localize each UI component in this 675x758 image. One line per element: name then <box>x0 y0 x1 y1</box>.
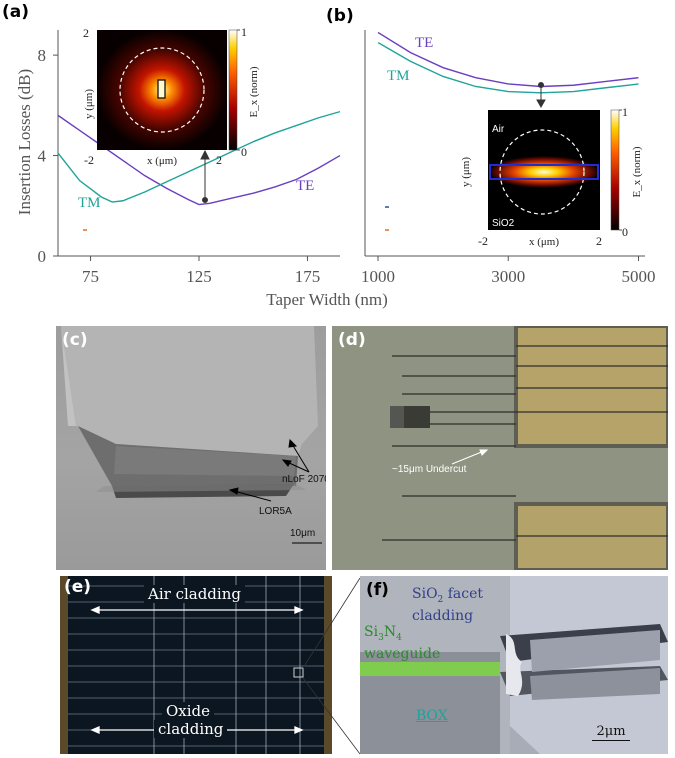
x-axis-label: Taper Width (nm) <box>266 290 388 309</box>
chart-b-xtick-label-2: 5000 <box>621 267 655 286</box>
label-lor: LOR5A <box>259 506 292 517</box>
chart-a-series <box>57 110 341 206</box>
label-box: BOX <box>416 708 448 724</box>
chart-b-series <box>377 31 639 94</box>
inset-a-ylabel: y (μm) <box>83 89 95 119</box>
label-waveguide: Si3N4 waveguide <box>364 624 440 662</box>
inset-a-field-map <box>97 29 240 151</box>
label-facet: SiO2 facet cladding <box>412 586 483 624</box>
inset-b-sio2: SiO2 <box>492 218 515 229</box>
label-nlof: nLoF 2070 <box>282 474 326 485</box>
label-air-cladding: Air cladding <box>144 585 245 603</box>
label-te-a: TE <box>296 178 314 194</box>
inset-a-xtick-2: 2 <box>216 153 222 167</box>
label-cladding: cladding <box>154 720 228 738</box>
inset-b-cbar-0: 0 <box>622 225 628 239</box>
scale-bar-f: 2μm <box>592 724 630 741</box>
panel-label-b: (b) <box>326 6 354 26</box>
inset-b-air: Air <box>492 124 505 135</box>
scale-bar-f-line <box>592 740 630 741</box>
inset-a-xlabel: x (μm) <box>147 155 177 167</box>
label-tm-b: TM <box>387 68 410 84</box>
chart-a-series-tm-line <box>57 110 341 203</box>
chart-b-xtick-label-0: 1000 <box>361 267 395 286</box>
facet-text-sub: 2 <box>437 594 444 605</box>
inset-b-ylabel: y (μm) <box>460 157 472 187</box>
chart-a-xtick-label-2: 175 <box>295 267 321 286</box>
chart-a-ytick-label-1: 4 <box>38 147 47 166</box>
axis-a-ticks: 75 125 175 0 4 8 <box>38 46 321 286</box>
wg-text-sub1: 3 <box>378 632 384 643</box>
chart-b-series-te-line <box>377 31 639 88</box>
panel-label-f: (f) <box>366 580 389 600</box>
facet-text-3: cladding <box>412 607 474 624</box>
y-axis-label: Insertion Losses (dB) <box>15 69 34 215</box>
wg-text-3: waveguide <box>364 645 441 662</box>
chart-b-series-tm-line <box>377 41 639 94</box>
inset-b-xlabel: x (μm) <box>529 236 559 248</box>
inset-b-field-map <box>488 109 622 231</box>
axis-b-ticks: 1000 3000 5000 <box>361 256 655 286</box>
panel-label-a: (a) <box>2 2 30 22</box>
inset-b-xtick-2: 2 <box>596 234 602 248</box>
inset-a-cbar-0: 0 <box>241 145 247 159</box>
inset-b-cbar-1: 1 <box>622 105 628 119</box>
panel-label-c: (c) <box>62 330 88 350</box>
scale-bar-c: 10μm <box>290 528 316 539</box>
inset-b-xtick-m2: -2 <box>478 234 488 248</box>
facet-text-1: SiO <box>412 586 438 602</box>
wg-text-1: Si <box>364 624 379 640</box>
chart-a-xtick-label-0: 75 <box>82 267 99 286</box>
arrow-a <box>200 149 210 203</box>
label-oxide: Oxide <box>162 702 215 720</box>
chart-b-xtick-label-1: 3000 <box>491 267 525 286</box>
chart-a-ytick-label-2: 8 <box>38 46 47 65</box>
top-charts: 75 125 175 0 4 8 1000 3000 5000 Insertion Losse… <box>15 25 655 309</box>
panel-label-e: (e) <box>64 577 92 597</box>
inset-a-cbar-1: 1 <box>241 25 247 39</box>
inset-a-cbar-label: E_x (norm) <box>248 66 260 117</box>
inset-b-cbar-label: E_x (norm) <box>631 146 643 197</box>
wg-text-2: N <box>383 624 397 640</box>
scale-bar-f-label: 2μm <box>596 724 626 739</box>
chart-a-xtick-label-1: 125 <box>186 267 212 286</box>
chart-a-ytick-label-0: 0 <box>38 247 47 266</box>
chart-a-series-te-line <box>57 114 341 206</box>
micro-image-d: (d) ~15μm Undercut <box>332 326 668 570</box>
label-tm-a: TM <box>78 195 101 211</box>
micro-image-e: (e) Air cladding Oxide cladding <box>60 576 332 754</box>
axes-b <box>364 30 645 257</box>
facet-text-2: facet <box>443 586 484 602</box>
sem-image-c: (c) nLoF 2070 LOR5A 10μm <box>56 326 326 570</box>
inset-a-ytick-2: 2 <box>83 26 89 40</box>
sem-image-f: (f) SiO2 facet cladding Si3N4 waveguide … <box>360 576 668 754</box>
label-te-b: TE <box>415 35 433 51</box>
arrow-b <box>536 82 546 109</box>
panel-label-d: (d) <box>338 330 366 350</box>
label-undercut: ~15μm Undercut <box>392 464 467 475</box>
inset-a-ytick-m2: -2 <box>84 153 94 167</box>
wg-text-sub2: 4 <box>396 632 402 643</box>
